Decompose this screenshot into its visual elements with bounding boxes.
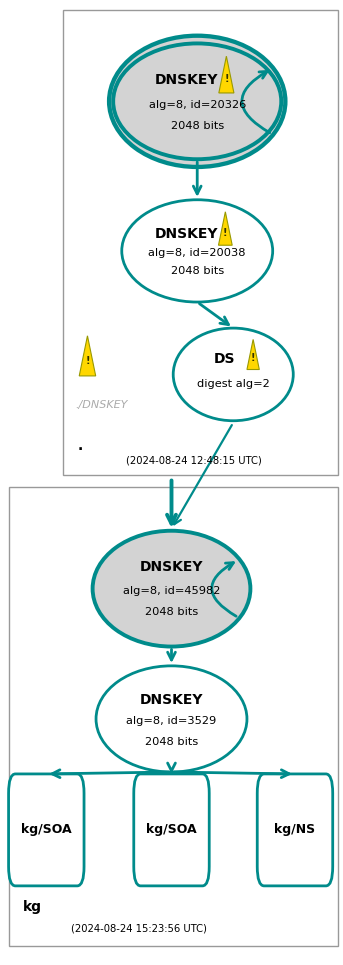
Text: DNSKEY: DNSKEY bbox=[155, 227, 219, 240]
FancyBboxPatch shape bbox=[257, 774, 333, 886]
FancyBboxPatch shape bbox=[63, 10, 338, 475]
Text: alg=8, id=3529: alg=8, id=3529 bbox=[126, 716, 217, 726]
Ellipse shape bbox=[96, 666, 247, 772]
Text: kg/SOA: kg/SOA bbox=[21, 823, 72, 837]
Text: kg/NS: kg/NS bbox=[274, 823, 316, 837]
Text: alg=8, id=20038: alg=8, id=20038 bbox=[149, 248, 246, 258]
Text: digest alg=2: digest alg=2 bbox=[197, 379, 270, 389]
Text: DS: DS bbox=[214, 352, 235, 366]
Text: 2048 bits: 2048 bits bbox=[145, 737, 198, 747]
Polygon shape bbox=[218, 211, 232, 245]
Text: !: ! bbox=[251, 353, 256, 363]
Text: !: ! bbox=[224, 74, 229, 84]
FancyBboxPatch shape bbox=[134, 774, 209, 886]
Ellipse shape bbox=[122, 200, 273, 302]
Ellipse shape bbox=[93, 531, 250, 647]
Text: 2048 bits: 2048 bits bbox=[170, 122, 224, 131]
Text: alg=8, id=45982: alg=8, id=45982 bbox=[123, 586, 220, 595]
Ellipse shape bbox=[173, 328, 293, 421]
Text: .: . bbox=[78, 439, 83, 453]
Ellipse shape bbox=[113, 43, 281, 159]
Text: alg=8, id=20326: alg=8, id=20326 bbox=[149, 100, 246, 110]
Text: 2048 bits: 2048 bits bbox=[145, 607, 198, 617]
Text: !: ! bbox=[223, 228, 228, 237]
Polygon shape bbox=[219, 56, 234, 93]
Text: ./DNSKEY: ./DNSKEY bbox=[75, 400, 127, 410]
Text: 2048 bits: 2048 bits bbox=[170, 266, 224, 276]
Text: kg: kg bbox=[23, 900, 42, 914]
Text: (2024-08-24 15:23:56 UTC): (2024-08-24 15:23:56 UTC) bbox=[71, 924, 207, 933]
Text: (2024-08-24 12:48:15 UTC): (2024-08-24 12:48:15 UTC) bbox=[126, 455, 262, 465]
Text: DNSKEY: DNSKEY bbox=[140, 561, 203, 574]
Text: !: ! bbox=[85, 356, 90, 366]
FancyBboxPatch shape bbox=[9, 774, 84, 886]
Ellipse shape bbox=[109, 36, 285, 167]
Polygon shape bbox=[247, 340, 259, 370]
FancyBboxPatch shape bbox=[9, 487, 338, 946]
Text: DNSKEY: DNSKEY bbox=[140, 693, 203, 706]
Text: DNSKEY: DNSKEY bbox=[155, 73, 219, 87]
Text: kg/SOA: kg/SOA bbox=[146, 823, 197, 837]
Polygon shape bbox=[79, 336, 96, 376]
